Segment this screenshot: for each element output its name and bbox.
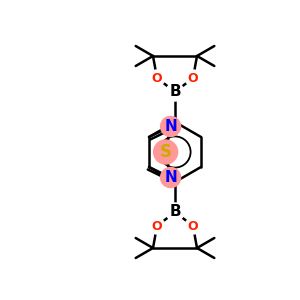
Text: O: O — [188, 71, 198, 85]
Circle shape — [149, 70, 165, 86]
Text: B: B — [169, 205, 181, 220]
Circle shape — [166, 83, 184, 101]
Circle shape — [166, 203, 184, 221]
Circle shape — [185, 218, 201, 234]
Circle shape — [185, 70, 201, 86]
Text: N: N — [164, 119, 177, 134]
Circle shape — [160, 167, 181, 188]
Text: O: O — [152, 71, 162, 85]
Text: B: B — [169, 85, 181, 100]
Text: O: O — [188, 220, 198, 232]
Text: S: S — [160, 143, 172, 161]
Circle shape — [160, 116, 181, 136]
Circle shape — [149, 218, 165, 234]
Text: N: N — [164, 170, 177, 185]
Circle shape — [154, 140, 178, 164]
Text: O: O — [152, 220, 162, 232]
